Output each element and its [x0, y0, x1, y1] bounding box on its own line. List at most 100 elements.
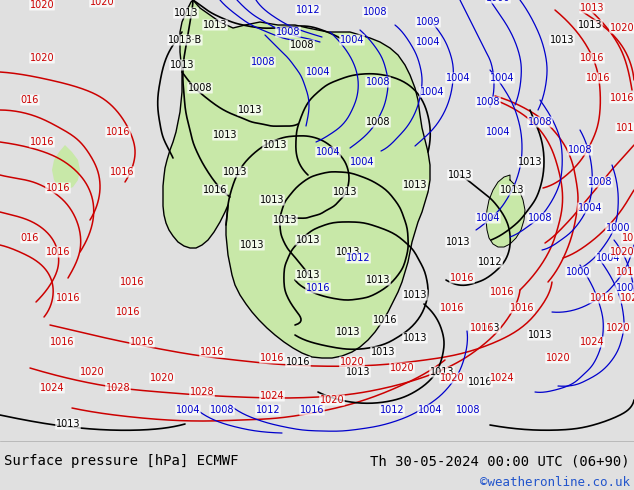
Text: 1013: 1013 — [518, 157, 542, 167]
Text: 1016: 1016 — [56, 293, 81, 303]
Text: 1013: 1013 — [174, 8, 198, 18]
Text: 1008: 1008 — [290, 40, 314, 50]
Text: 1024: 1024 — [489, 373, 514, 383]
Polygon shape — [163, 0, 430, 358]
Text: 1008: 1008 — [588, 177, 612, 187]
Text: 1028: 1028 — [106, 383, 131, 393]
Text: 1008: 1008 — [251, 57, 275, 67]
Text: 1013: 1013 — [295, 235, 320, 245]
Text: 1004: 1004 — [420, 87, 444, 97]
Text: 1016: 1016 — [616, 267, 634, 277]
Text: 1016: 1016 — [106, 127, 130, 137]
Text: 1016: 1016 — [260, 353, 284, 363]
Text: 1013: 1013 — [446, 237, 470, 247]
Text: 1013: 1013 — [336, 247, 360, 257]
Text: 1008: 1008 — [366, 117, 391, 127]
Text: 1016: 1016 — [116, 307, 140, 317]
Text: 1013: 1013 — [238, 105, 262, 115]
Text: 1020: 1020 — [605, 323, 630, 333]
Text: 1016: 1016 — [300, 405, 324, 415]
Text: 1016: 1016 — [450, 273, 474, 283]
Text: 1008: 1008 — [188, 83, 212, 93]
Text: 1016: 1016 — [440, 303, 464, 313]
Text: 1016: 1016 — [30, 137, 55, 147]
Text: 1020: 1020 — [546, 353, 571, 363]
Text: 1016: 1016 — [610, 93, 634, 103]
Text: 1004: 1004 — [416, 37, 440, 47]
Text: 1013: 1013 — [371, 347, 395, 357]
Text: 1016: 1016 — [590, 293, 614, 303]
Text: 1020: 1020 — [610, 247, 634, 257]
Text: 1016: 1016 — [46, 247, 70, 257]
Text: 1013: 1013 — [56, 419, 81, 429]
Text: 1004: 1004 — [578, 203, 602, 213]
Text: 1013: 1013 — [366, 275, 391, 285]
Text: 1008: 1008 — [276, 27, 301, 37]
Text: 1013: 1013 — [578, 20, 602, 30]
Polygon shape — [52, 145, 80, 190]
Text: 1016: 1016 — [468, 377, 492, 387]
Text: 1008: 1008 — [456, 405, 480, 415]
Text: 1016: 1016 — [110, 167, 134, 177]
Text: 1004: 1004 — [306, 67, 330, 77]
Text: 1020: 1020 — [150, 373, 174, 383]
Text: 1013: 1013 — [579, 3, 604, 13]
Text: 1012: 1012 — [346, 253, 370, 263]
Text: 1004: 1004 — [418, 405, 443, 415]
Text: 1013: 1013 — [336, 327, 360, 337]
Text: 1020: 1020 — [320, 395, 344, 405]
Text: 1016: 1016 — [286, 357, 310, 367]
Text: 1004: 1004 — [486, 127, 510, 137]
Text: 1020: 1020 — [30, 53, 55, 63]
Text: 1004: 1004 — [596, 253, 620, 263]
Text: 1008: 1008 — [366, 77, 391, 87]
Text: 1020: 1020 — [80, 367, 105, 377]
Text: ©weatheronline.co.uk: ©weatheronline.co.uk — [480, 476, 630, 489]
Text: 1004: 1004 — [476, 213, 500, 223]
Text: 016: 016 — [21, 233, 39, 243]
Text: 1024: 1024 — [579, 337, 604, 347]
Text: 1013: 1013 — [203, 20, 227, 30]
Text: 1013: 1013 — [333, 187, 357, 197]
Text: 1016: 1016 — [616, 123, 634, 133]
Text: 1016: 1016 — [200, 347, 224, 357]
Text: 1013: 1013 — [550, 35, 574, 45]
Text: 1020: 1020 — [30, 0, 55, 10]
Text: 1013: 1013 — [403, 290, 427, 300]
Text: 1016: 1016 — [203, 185, 227, 195]
Text: 1013: 1013 — [500, 185, 524, 195]
Text: 1004: 1004 — [350, 157, 374, 167]
Text: Th 30-05-2024 00:00 UTC (06+90): Th 30-05-2024 00:00 UTC (06+90) — [370, 454, 630, 468]
Text: 1008: 1008 — [527, 117, 552, 127]
Text: 1016: 1016 — [46, 183, 70, 193]
Text: 1013: 1013 — [240, 240, 264, 250]
Text: 1016: 1016 — [306, 283, 330, 293]
Text: 1013: 1013 — [260, 195, 284, 205]
Text: 1000: 1000 — [486, 0, 510, 3]
Text: 1013: 1013 — [476, 323, 500, 333]
Text: 1020: 1020 — [440, 373, 464, 383]
Text: 1013: 1013 — [527, 330, 552, 340]
Text: 1013: 1013 — [403, 333, 427, 343]
Text: 1016: 1016 — [130, 337, 154, 347]
Text: 016: 016 — [21, 95, 39, 105]
Text: 1004: 1004 — [446, 73, 470, 83]
Text: 1004: 1004 — [340, 35, 365, 45]
Text: 1016: 1016 — [586, 73, 611, 83]
Text: 1016: 1016 — [489, 287, 514, 297]
Text: 1013: 1013 — [403, 180, 427, 190]
Text: 1013: 1013 — [223, 167, 247, 177]
Text: 1013: 1013 — [262, 140, 287, 150]
Text: 1016: 1016 — [373, 315, 398, 325]
Text: 1012: 1012 — [295, 5, 320, 15]
Text: 1020: 1020 — [89, 0, 114, 7]
Text: 1013·B: 1013·B — [168, 35, 202, 45]
Text: 1008: 1008 — [568, 145, 592, 155]
Text: 1016: 1016 — [49, 337, 74, 347]
Text: 1013: 1013 — [430, 367, 454, 377]
Text: 1013: 1013 — [213, 130, 237, 140]
Text: 1013: 1013 — [170, 60, 194, 70]
Text: 1016: 1016 — [510, 303, 534, 313]
Text: 1004: 1004 — [316, 147, 340, 157]
Text: 1008: 1008 — [476, 97, 500, 107]
